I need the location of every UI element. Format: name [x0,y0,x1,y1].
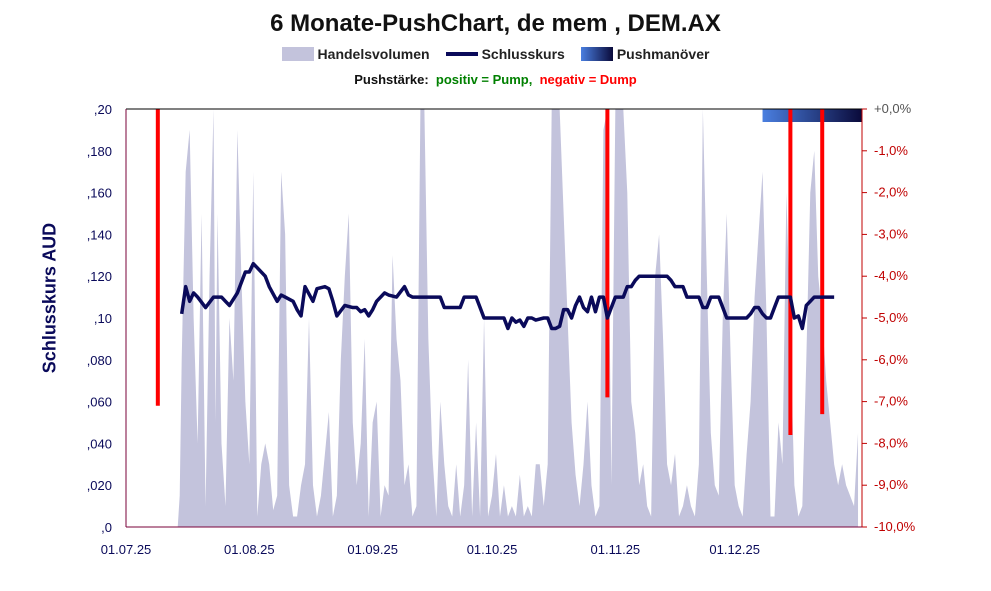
y-tick-label: ,080 [87,353,112,368]
y2-tick-label: -2,0% [874,185,908,200]
y-tick-label: ,0 [101,520,112,535]
push-band [762,109,862,122]
y-tick-label: ,160 [87,186,112,201]
y-tick-label: ,020 [87,478,112,493]
y2-tick-label: -3,0% [874,226,908,241]
legend-swatch-push [580,47,613,61]
legend-swatch-volume [281,47,314,61]
price-line [179,261,835,331]
y-tick-label: ,20 [94,102,112,117]
y-tick-label: ,10 [94,311,112,326]
x-tick-label: 01.10.25 [467,542,518,557]
legend-item-push: Pushmanöver [580,46,710,62]
legend-swatch-price [445,52,478,56]
push-strength-positive: positiv = Pump, [435,72,533,87]
y2-tick-label: -5,0% [874,310,908,325]
push-strength-negative: negativ = Dump [539,72,637,87]
volume-area [177,109,859,527]
legend-label-volume: Handelsvolumen [317,46,430,62]
y-tick-label: ,120 [87,269,112,284]
y-tick-label: ,040 [87,436,112,451]
push-strength-prefix: Pushstärke: [354,72,429,87]
y2-tick-label: -4,0% [874,268,908,283]
y2-tick-label: -8,0% [874,435,908,450]
legend-item-volume: Handelsvolumen [281,46,430,62]
legend-label-price: Schlusskurs [481,46,565,62]
y-tick-label: ,060 [87,395,112,410]
y2-tick-label: -7,0% [874,394,908,409]
x-tick-label: 01.09.25 [347,542,398,557]
chart-legend: Handelsvolumen Schlusskurs Pushmanöver [0,46,991,62]
y-tick-label: ,140 [87,227,112,242]
legend-item-price: Schlusskurs [445,46,565,62]
y2-tick-label: +0,0% [874,101,912,116]
chart-title: 6 Monate-PushChart, de mem , DEM.AX [270,10,721,37]
x-tick-label: 01.07.25 [101,542,152,557]
y2-tick-label: -9,0% [874,477,908,492]
x-tick-label: 01.11.25 [591,542,641,557]
y2-tick-label: -10,0% [874,519,916,534]
y2-tick-label: -1,0% [874,143,908,158]
x-tick-label: 01.08.25 [224,542,275,557]
push-strength-note: Pushstärke: positiv = Pump, negativ = Du… [0,72,991,87]
legend-label-push: Pushmanöver [616,46,710,62]
y2-tick-label: -6,0% [874,352,908,367]
y-tick-label: ,180 [87,144,112,159]
x-tick-label: 01.12.25 [709,542,760,557]
